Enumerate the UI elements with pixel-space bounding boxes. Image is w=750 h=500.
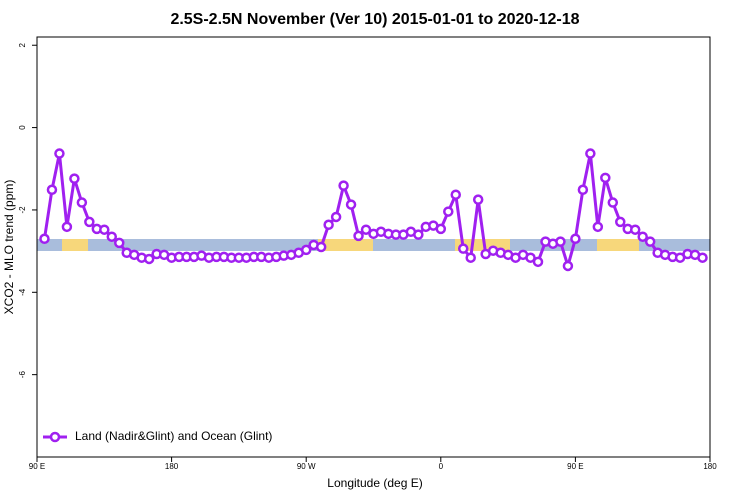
data-point — [637, 231, 648, 242]
data-point — [570, 233, 581, 245]
land-band — [597, 239, 639, 251]
x-tick-label: 180 — [703, 462, 717, 471]
x-tick-label: 90 E — [567, 462, 583, 471]
data-point — [360, 224, 372, 235]
surface-band — [37, 239, 710, 251]
data-point — [345, 199, 357, 210]
data-point — [54, 148, 65, 159]
y-axis-label: XCO2 - MLO trend (ppm) — [2, 180, 16, 315]
data-point — [330, 211, 342, 223]
data-point — [114, 237, 125, 249]
data-point — [555, 236, 566, 247]
data-point — [39, 233, 50, 245]
data-point — [61, 221, 73, 233]
data-point — [443, 206, 454, 217]
data-point — [697, 252, 708, 263]
data-point — [585, 148, 596, 159]
data-point — [143, 253, 155, 265]
data-point — [450, 189, 462, 200]
data-point — [644, 236, 656, 247]
y-tick-label: 0 — [18, 125, 27, 130]
data-point — [99, 224, 110, 235]
y-tick-label: -2 — [18, 206, 27, 214]
land-band — [318, 239, 373, 251]
plot-frame — [36, 36, 711, 458]
data-point — [76, 197, 88, 208]
data-point — [525, 252, 536, 263]
x-tick-label: 180 — [165, 462, 179, 471]
data-point — [629, 224, 641, 235]
y-tick-label: -6 — [18, 371, 27, 379]
data-point — [465, 252, 476, 263]
land-band — [62, 239, 88, 251]
x-tick-label: 0 — [439, 462, 444, 471]
data-point — [338, 180, 349, 191]
data-point — [300, 244, 312, 256]
data-point — [592, 221, 604, 233]
data-point — [323, 219, 334, 231]
legend-label: Land (Nadir&Glint) and Ocean (Glint) — [75, 429, 272, 443]
data-point — [84, 216, 95, 228]
data-point — [413, 229, 424, 240]
data-point — [69, 173, 80, 184]
data-point — [532, 256, 544, 268]
data-point — [315, 241, 327, 253]
x-axis-label: Longitude (deg E) — [327, 476, 422, 490]
data-point — [353, 230, 364, 242]
data-point — [600, 172, 611, 184]
data-point — [106, 231, 118, 242]
chart-title: 2.5S-2.5N November (Ver 10) 2015-01-01 t… — [170, 11, 579, 28]
x-tick-label: 90 W — [297, 462, 316, 471]
legend-marker — [49, 431, 61, 443]
data-point — [607, 197, 619, 208]
data-point — [46, 184, 58, 196]
data-point — [435, 223, 447, 235]
y-tick-label: -4 — [18, 288, 27, 296]
data-point — [577, 184, 589, 196]
data-point — [472, 194, 484, 205]
y-tick-label: 2 — [18, 42, 27, 47]
data-point — [562, 260, 574, 272]
data-point — [457, 243, 469, 254]
x-tick-label: 90 E — [29, 462, 45, 471]
data-point — [615, 216, 626, 228]
